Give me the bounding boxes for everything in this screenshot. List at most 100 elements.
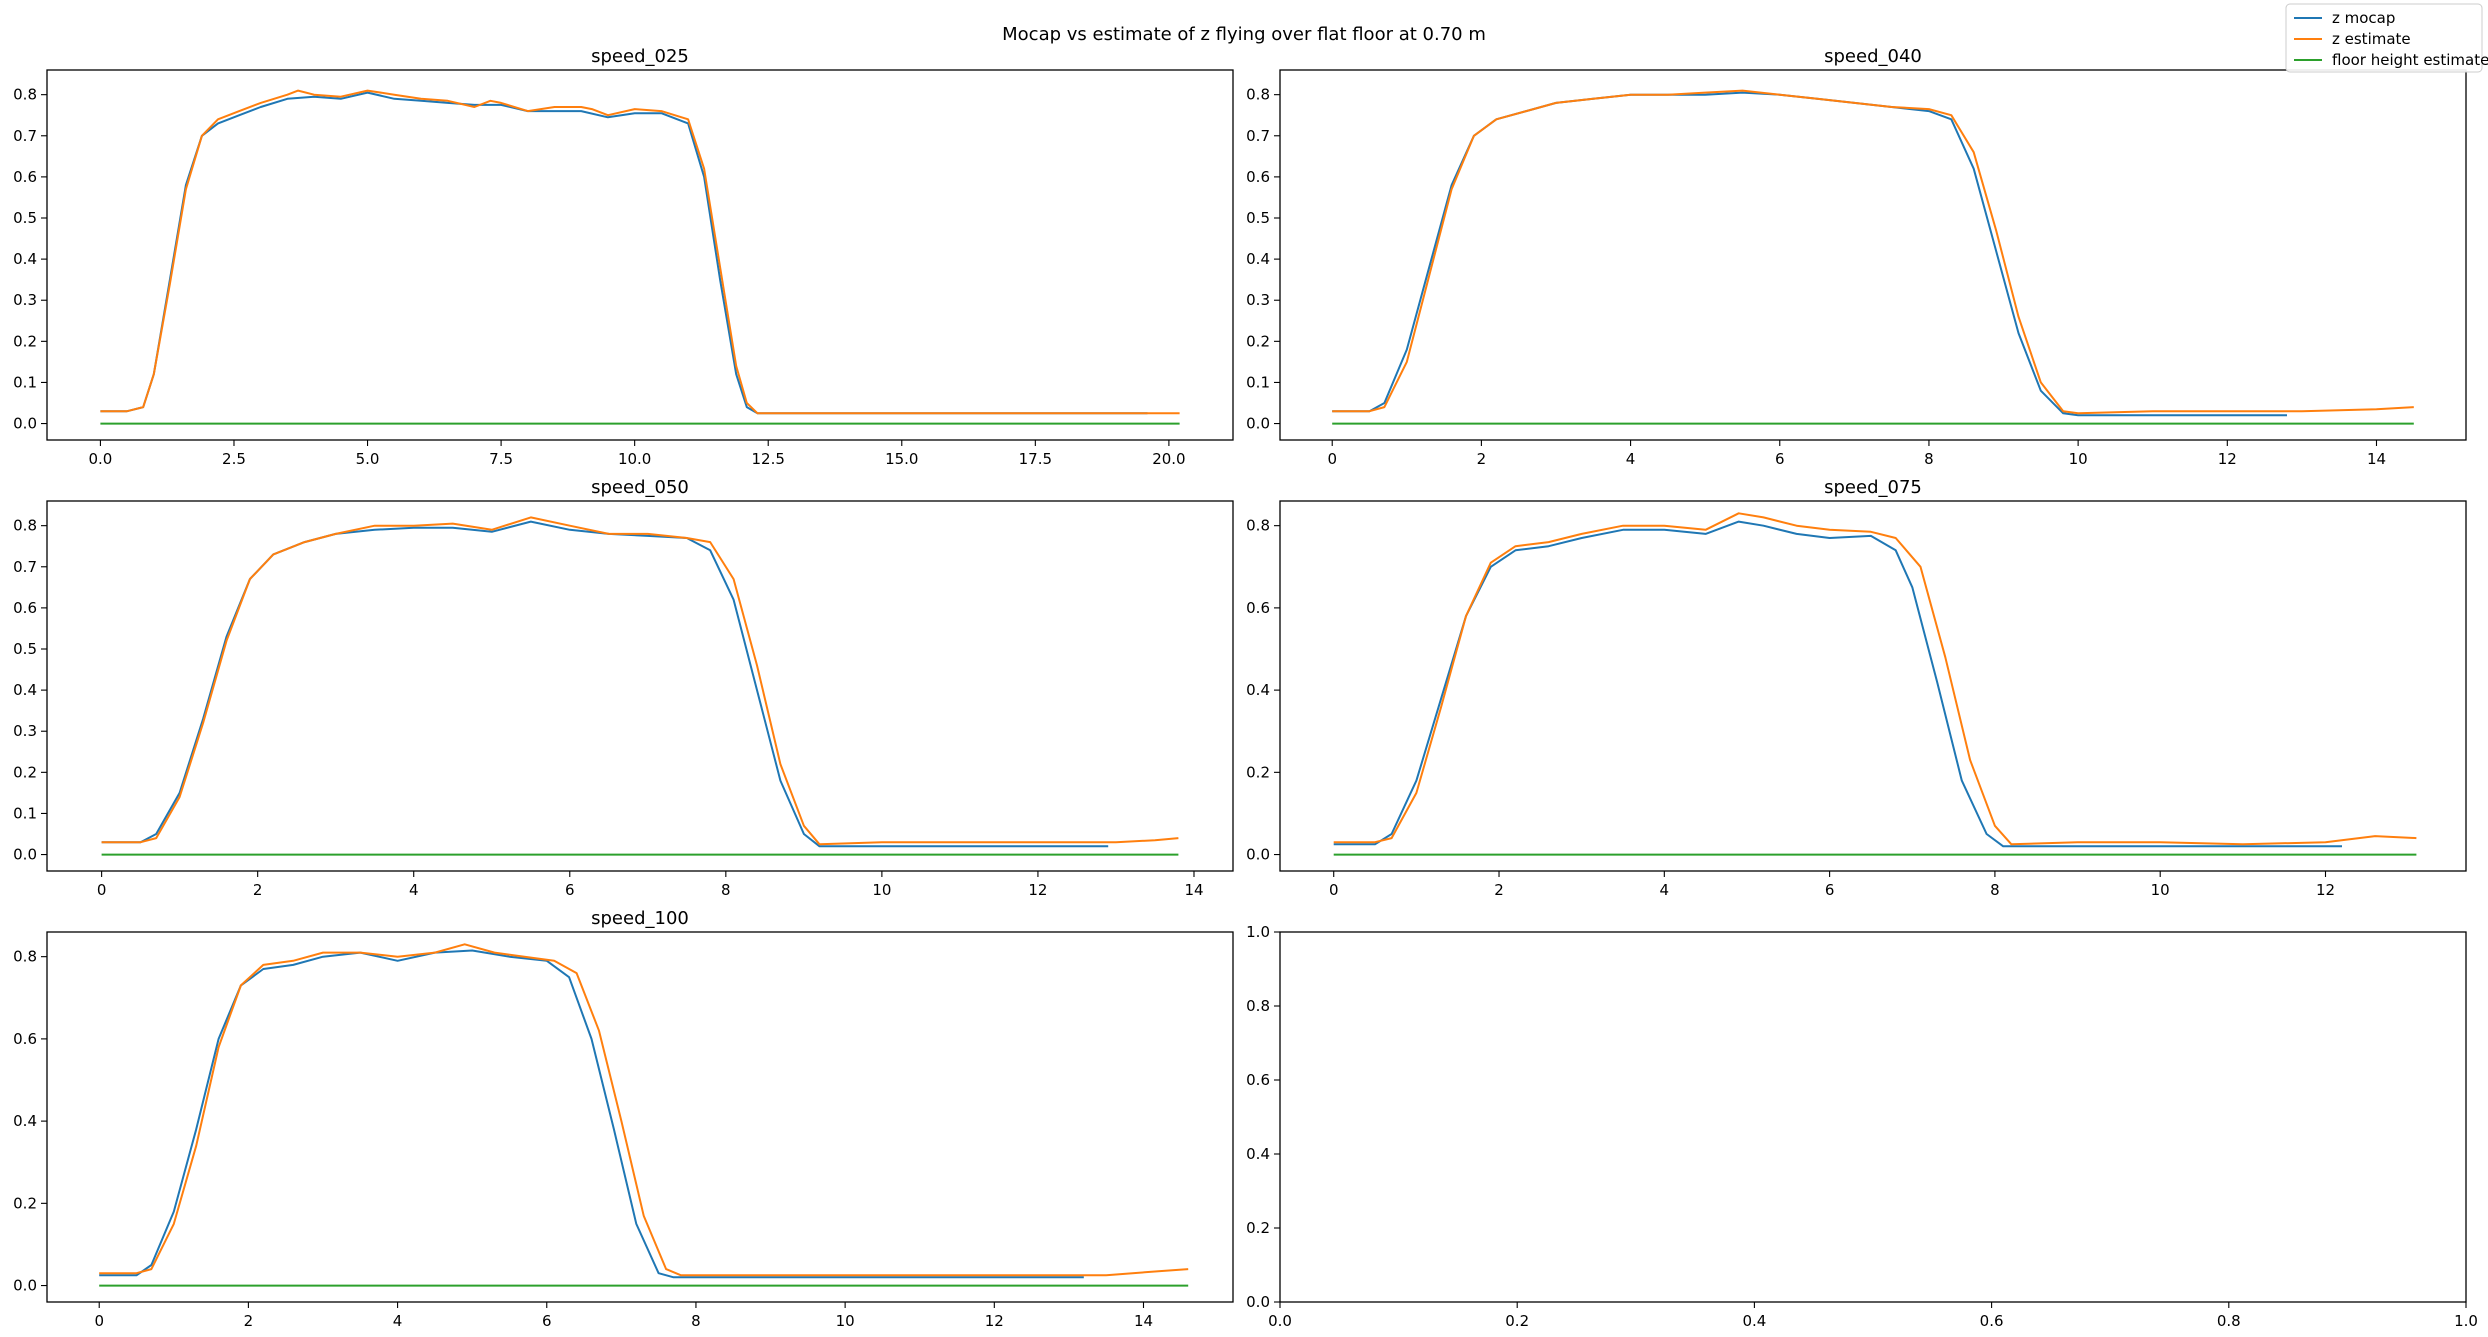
y-tick-label: 0.2 <box>13 763 37 781</box>
series-line-z-estimate <box>1332 89 2414 415</box>
x-tick-label: 10 <box>872 881 891 899</box>
y-tick-label: 0.1 <box>13 373 37 391</box>
y-tick-label: 0.4 <box>13 250 37 268</box>
axes-frame <box>46 69 1234 441</box>
subplot-4: 0 2 4 6 8 10 12 0.0 0.2 0.4 0.6 0.8 speed_075 <box>1246 477 2467 899</box>
y-tick-label: 0.8 <box>1246 86 1270 104</box>
legend-label: z estimate <box>2332 30 2411 48</box>
figure-suptitle: Mocap vs estimate of z flying over flat … <box>1002 24 1486 45</box>
series-group <box>1332 89 2414 425</box>
legend-label: floor height estimate <box>2332 51 2488 69</box>
y-tick-label: 0.6 <box>13 599 37 617</box>
x-tick-label: 0.4 <box>1742 1312 1766 1330</box>
series-line-z-mocap <box>99 949 1084 1279</box>
x-tick-label: 0 <box>1329 881 1339 899</box>
series-group <box>101 516 1179 856</box>
subplot-title: speed_025 <box>591 46 689 67</box>
x-tick-label: 0 <box>1327 450 1337 468</box>
y-tick-label: 0.7 <box>1246 127 1270 145</box>
y-tick-label: 0.2 <box>1246 332 1270 350</box>
y-tick-label: 0.6 <box>13 168 37 186</box>
subplot-3: 0 2 4 6 8 10 12 14 0.0 0.1 0.2 0.3 0.4 0.5 0.6 0.7 0.8 sp… <box>13 477 1234 899</box>
y-tick-label: 0.4 <box>13 681 37 699</box>
x-tick-label: 10 <box>2151 881 2170 899</box>
y-tick-label: 0.2 <box>1246 763 1270 781</box>
y-tick-label: 0.3 <box>1246 291 1270 309</box>
legend: z mocap z estimate floor height estimate <box>2285 3 2488 73</box>
x-tick-label: 4 <box>409 881 419 899</box>
x-tick-label: 4 <box>1626 450 1636 468</box>
x-tick-label: 2 <box>244 1312 254 1330</box>
y-tick-label: 0.8 <box>13 948 37 966</box>
y-tick-label: 0.0 <box>1246 846 1270 864</box>
x-tick-label: 4 <box>393 1312 403 1330</box>
series-line-z-estimate <box>101 516 1179 846</box>
series-line-z-mocap <box>1332 91 2287 417</box>
y-tick-label: 0.2 <box>13 332 37 350</box>
x-tick-label: 20.0 <box>1152 450 1185 468</box>
x-tick-label: 0 <box>94 1312 104 1330</box>
y-tick-label: 1.0 <box>1246 923 1270 941</box>
axes-frame <box>46 500 1234 872</box>
y-tick-label: 0.5 <box>13 640 37 658</box>
x-tick-label: 12 <box>1028 881 1047 899</box>
x-tick-label: 12 <box>985 1312 1004 1330</box>
x-tick-label: 4 <box>1660 881 1670 899</box>
y-tick-label: 0.2 <box>13 1194 37 1212</box>
y-tick-label: 0.1 <box>1246 373 1270 391</box>
x-tick-label: 5.0 <box>356 450 380 468</box>
y-tick-label: 0.5 <box>1246 209 1270 227</box>
y-tick-label: 0.4 <box>1246 1145 1270 1163</box>
y-tick-label: 0.5 <box>13 209 37 227</box>
series-group <box>100 89 1180 425</box>
series-line-z-mocap <box>1333 520 2342 848</box>
x-tick-label: 14 <box>1184 881 1203 899</box>
x-tick-label: 0.6 <box>1980 1312 2004 1330</box>
y-tick-label: 0.6 <box>1246 599 1270 617</box>
x-tick-label: 2 <box>1477 450 1487 468</box>
x-tick-label: 7.5 <box>489 450 513 468</box>
x-tick-label: 1.0 <box>2454 1312 2478 1330</box>
y-tick-label: 0.6 <box>13 1030 37 1048</box>
y-tick-label: 0.7 <box>13 127 37 145</box>
y-tick-label: 0.8 <box>1246 517 1270 535</box>
subplot-5: 0 2 4 6 8 10 12 14 0.0 0.2 0.4 0.6 0.8 speed_100 <box>13 908 1234 1330</box>
x-tick-label: 0.0 <box>1268 1312 1292 1330</box>
y-tick-label: 0.0 <box>13 1277 37 1295</box>
x-tick-label: 2 <box>1494 881 1504 899</box>
x-tick-label: 2.5 <box>222 450 246 468</box>
x-tick-label: 12.5 <box>752 450 785 468</box>
y-tick-label: 0.0 <box>13 415 37 433</box>
x-tick-label: 0.2 <box>1505 1312 1529 1330</box>
x-tick-label: 8 <box>1924 450 1934 468</box>
x-tick-label: 15.0 <box>885 450 918 468</box>
x-tick-label: 14 <box>2367 450 2386 468</box>
x-tick-label: 10 <box>836 1312 855 1330</box>
axes-frame <box>1279 500 2467 872</box>
series-group <box>1333 512 2417 856</box>
x-tick-label: 6 <box>542 1312 552 1330</box>
subplot-title: speed_050 <box>591 477 689 498</box>
subplot-6: 0.0 0.2 0.4 0.6 0.8 1.0 0.0 0.2 0.4 0.6 0.8 1.0 <box>1246 923 2478 1330</box>
y-tick-label: 0.0 <box>13 846 37 864</box>
y-tick-label: 0.4 <box>1246 250 1270 268</box>
x-tick-label: 2 <box>253 881 263 899</box>
legend-box <box>2285 3 2483 73</box>
x-tick-label: 8 <box>721 881 731 899</box>
x-tick-label: 6 <box>1775 450 1785 468</box>
x-tick-label: 6 <box>565 881 575 899</box>
y-tick-label: 0.4 <box>1246 681 1270 699</box>
y-tick-label: 0.0 <box>1246 415 1270 433</box>
y-tick-label: 0.8 <box>13 517 37 535</box>
series-line-z-mocap <box>101 520 1109 848</box>
subplot-title: speed_040 <box>1824 46 1922 67</box>
x-tick-label: 8 <box>691 1312 701 1330</box>
y-tick-label: 0.3 <box>13 291 37 309</box>
x-tick-label: 0 <box>97 881 107 899</box>
x-tick-label: 0.0 <box>88 450 112 468</box>
subplot-title: speed_100 <box>591 908 689 929</box>
series-line-z-estimate <box>1333 512 2417 846</box>
y-tick-label: 0.7 <box>13 558 37 576</box>
x-tick-label: 10 <box>2069 450 2088 468</box>
